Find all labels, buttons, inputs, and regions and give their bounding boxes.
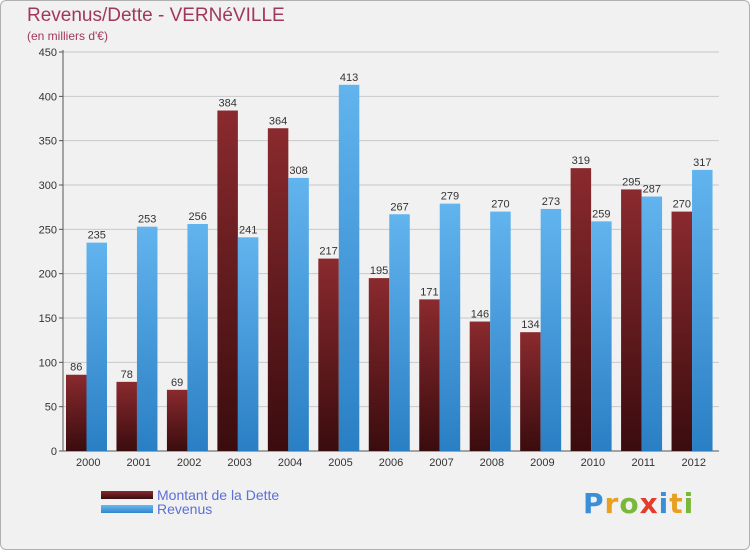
bar-dette [469,321,491,451]
x-tick-label: 2008 [480,457,504,469]
bar-dette [621,189,642,451]
chart-subtitle: (en milliers d'€) [27,29,108,43]
x-tick-label: 2003 [227,457,251,469]
bar-dette [368,278,390,451]
data-label: 273 [542,196,560,208]
bar-dette [66,374,87,451]
legend-label-revenus: Revenus [157,501,213,517]
data-label: 235 [88,230,106,242]
bar-dette [267,128,289,451]
data-label: 253 [138,214,156,226]
data-label: 259 [592,208,610,220]
y-tick-label: 100 [39,357,57,369]
x-tick-label: 2012 [682,457,706,469]
bar-dette [520,332,541,451]
y-tick-label: 0 [51,446,57,458]
bar-revenus [338,84,360,451]
bar-dette [217,110,238,452]
x-tick-label: 2009 [530,457,554,469]
data-label: 317 [693,157,711,169]
data-label: 267 [390,201,408,213]
data-label: 270 [491,199,509,211]
data-label: 270 [673,199,691,211]
x-tick-label: 2000 [76,457,100,469]
x-tick-label: 2010 [581,457,605,469]
x-tick-label: 2002 [177,457,201,469]
legend-swatch-revenus [101,505,153,513]
data-label: 287 [643,184,661,196]
legend-label-dette: Montant de la Dette [157,487,280,503]
y-tick-label: 200 [39,269,57,281]
bar-dette [570,168,592,452]
data-label: 217 [319,246,337,258]
y-tick-label: 250 [39,224,57,236]
bar-revenus [187,224,208,451]
data-label: 295 [622,176,640,188]
data-label: 69 [171,377,183,389]
bar-revenus [288,177,309,451]
bar-dette [419,299,440,451]
y-tick-label: 350 [39,136,57,148]
data-label: 78 [121,369,133,381]
data-label: 195 [370,265,388,277]
data-label: 171 [420,286,438,298]
data-label: 134 [521,319,539,331]
data-label: 241 [239,224,257,236]
chart-title: Revenus/Dette - VERNéVILLE [27,5,285,26]
data-label: 319 [572,155,590,167]
data-label: 86 [70,362,82,374]
bar-revenus [237,237,259,451]
bar-revenus [692,169,713,451]
y-tick-label: 400 [39,91,57,103]
x-tick-label: 2006 [379,457,403,469]
bar-revenus [641,196,663,451]
x-tick-label: 2001 [126,457,150,469]
y-tick-label: 300 [39,180,57,192]
data-label: 279 [441,191,459,203]
bar-revenus [136,226,158,451]
bar-dette [116,381,137,451]
data-label: 308 [289,165,307,177]
data-label: 146 [471,309,489,321]
bar-dette [671,211,693,451]
bar-revenus [490,211,511,451]
bar-revenus [86,242,107,451]
data-label: 413 [340,72,358,84]
y-tick-label: 150 [39,313,57,325]
bar-dette [318,258,339,451]
bar-revenus [389,214,410,451]
bar-dette [166,389,188,451]
data-label: 384 [218,98,236,110]
x-tick-label: 2004 [278,457,302,469]
data-label: 256 [188,211,206,223]
legend-swatch-dette [101,491,153,499]
x-tick-label: 2005 [328,457,352,469]
bar-revenus [591,221,612,451]
y-tick-label: 450 [39,47,57,59]
data-label: 364 [269,115,287,127]
y-tick-label: 50 [45,402,57,414]
x-tick-label: 2007 [429,457,453,469]
proxiti-logo: Proxiti [583,487,695,520]
bar-revenus [540,208,562,451]
x-tick-label: 2011 [631,457,655,469]
bar-revenus [439,203,461,451]
